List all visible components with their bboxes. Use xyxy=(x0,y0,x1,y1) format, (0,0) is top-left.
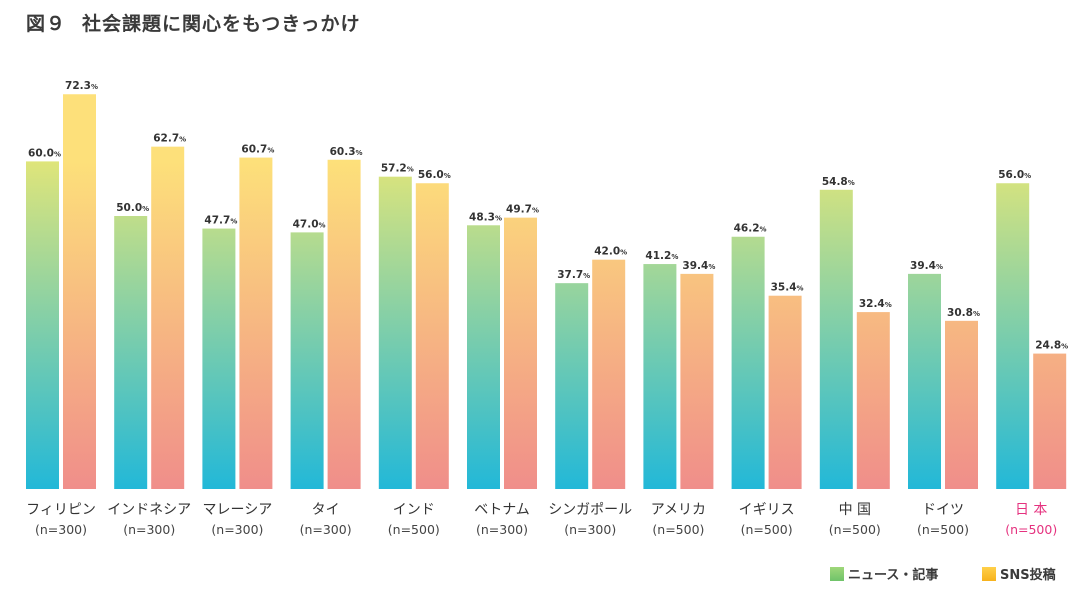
bar-sns xyxy=(768,295,802,489)
category-sample-size: (n=300) xyxy=(35,522,87,537)
category-sample-size: (n=500) xyxy=(917,522,969,537)
bar-chart: 60.0% 72.3% フィリピン (n=300) 50.0% 62.7% インドネシア (n… xyxy=(26,80,1068,537)
category-sample-size: (n=500) xyxy=(1005,522,1057,537)
value-label-news: 60.0% xyxy=(28,147,61,159)
category-label: ベトナム xyxy=(474,502,530,518)
value-label-news: 47.7% xyxy=(204,215,237,227)
legend-label-sns: SNS投稿 xyxy=(1000,568,1056,583)
value-label-news: 37.7% xyxy=(557,269,590,281)
value-label-sns: 49.7% xyxy=(506,204,539,216)
bar-news xyxy=(202,228,236,490)
value-label-sns: 35.4% xyxy=(771,282,804,294)
bar-news xyxy=(908,273,941,489)
category-sample-size: (n=300) xyxy=(476,522,528,537)
bar-news xyxy=(731,236,765,489)
value-label-sns: 32.4% xyxy=(859,298,892,310)
bar-sns xyxy=(856,312,890,489)
category-label: インドネシア xyxy=(107,502,191,518)
bar-news xyxy=(290,232,324,489)
category-label: シンガポール xyxy=(548,502,632,518)
bar-news xyxy=(643,264,677,489)
bar-news xyxy=(819,189,853,490)
title-text: 社会課題に関心をもつきっかけ xyxy=(82,13,361,35)
value-label-sns: 24.8% xyxy=(1035,340,1068,352)
category-sample-size: (n=300) xyxy=(564,522,616,537)
labels-layer: 60.0% 72.3% フィリピン (n=300) 50.0% 62.7% インドネシア (n… xyxy=(26,80,1068,537)
bar-sns xyxy=(63,94,96,489)
value-label-sns: 30.8% xyxy=(947,307,980,319)
category-sample-size: (n=300) xyxy=(123,522,175,537)
bar-sns xyxy=(1033,353,1067,489)
figure-number: 図９ xyxy=(26,13,67,35)
category-label: フィリピン xyxy=(26,502,96,518)
bar-news xyxy=(378,176,412,490)
category-sample-size: (n=500) xyxy=(741,522,793,537)
value-label-news: 54.8% xyxy=(822,176,855,188)
category-sample-size: (n=500) xyxy=(652,522,704,537)
bar-sns xyxy=(945,320,978,489)
bar-news xyxy=(555,283,589,489)
bar-sns xyxy=(239,157,273,489)
value-label-news: 41.2% xyxy=(645,250,678,262)
value-label-news: 50.0% xyxy=(116,202,149,214)
value-label-news: 56.0% xyxy=(998,169,1031,181)
bar-sns xyxy=(504,217,537,489)
value-label-sns: 60.3% xyxy=(330,146,363,158)
category-label: マレーシア xyxy=(203,502,273,518)
category-sample-size: (n=300) xyxy=(300,522,352,537)
category-label: ドイツ xyxy=(922,502,964,518)
category-label: 日 本 xyxy=(1015,502,1047,518)
category-label: 中 国 xyxy=(839,502,871,518)
value-label-sns: 39.4% xyxy=(682,260,715,272)
value-label-sns: 56.0% xyxy=(418,169,451,181)
bar-sns xyxy=(327,159,361,489)
bars-layer xyxy=(26,94,1067,490)
value-label-news: 39.4% xyxy=(910,260,943,272)
legend-swatch-sns xyxy=(982,566,996,581)
bar-news xyxy=(996,183,1030,490)
legend-item-sns: SNS投稿 xyxy=(982,564,1056,583)
bar-sns xyxy=(592,259,626,489)
value-label-sns: 42.0% xyxy=(594,246,627,258)
category-label: タイ xyxy=(312,502,340,518)
value-label-news: 47.0% xyxy=(293,218,326,230)
bar-sns xyxy=(415,183,449,490)
bar-news xyxy=(467,225,500,490)
bar-news xyxy=(26,161,59,489)
value-label-sns: 62.7% xyxy=(153,133,186,145)
category-sample-size: (n=300) xyxy=(211,522,263,537)
value-label-sns: 72.3% xyxy=(65,80,98,92)
bar-sns xyxy=(151,146,185,489)
category-label: イギリス xyxy=(739,502,795,518)
value-label-news: 57.2% xyxy=(381,163,414,175)
bar-news xyxy=(114,216,148,489)
value-label-sns: 60.7% xyxy=(241,144,274,156)
legend-item-news: ニュース・記事 xyxy=(830,564,938,583)
value-label-news: 48.3% xyxy=(469,211,502,223)
legend-label-news: ニュース・記事 xyxy=(848,568,939,583)
legend-swatch-news xyxy=(830,566,844,581)
category-sample-size: (n=500) xyxy=(388,522,440,537)
bar-sns xyxy=(680,273,714,489)
category-label: インド xyxy=(393,502,435,518)
chart-title: 図９ 社会課題に関心をもつきっかけ xyxy=(26,9,361,36)
category-sample-size: (n=500) xyxy=(829,522,881,537)
value-label-news: 46.2% xyxy=(734,223,767,235)
category-label: アメリカ xyxy=(651,502,706,518)
